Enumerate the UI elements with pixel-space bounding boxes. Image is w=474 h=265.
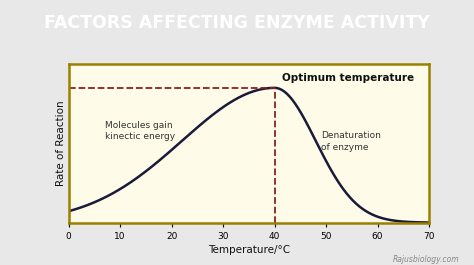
Text: Molecules gain
kinectic energy: Molecules gain kinectic energy — [105, 121, 175, 141]
Y-axis label: Rate of Reaction: Rate of Reaction — [56, 100, 66, 186]
X-axis label: Temperature/°C: Temperature/°C — [208, 245, 290, 255]
Text: Optimum temperature: Optimum temperature — [283, 73, 414, 83]
Text: FACTORS AFFECTING ENZYME ACTIVITY: FACTORS AFFECTING ENZYME ACTIVITY — [44, 14, 430, 32]
Text: Rajusbiology.com: Rajusbiology.com — [393, 255, 460, 264]
Text: Denaturation
of enzyme: Denaturation of enzyme — [321, 131, 381, 152]
